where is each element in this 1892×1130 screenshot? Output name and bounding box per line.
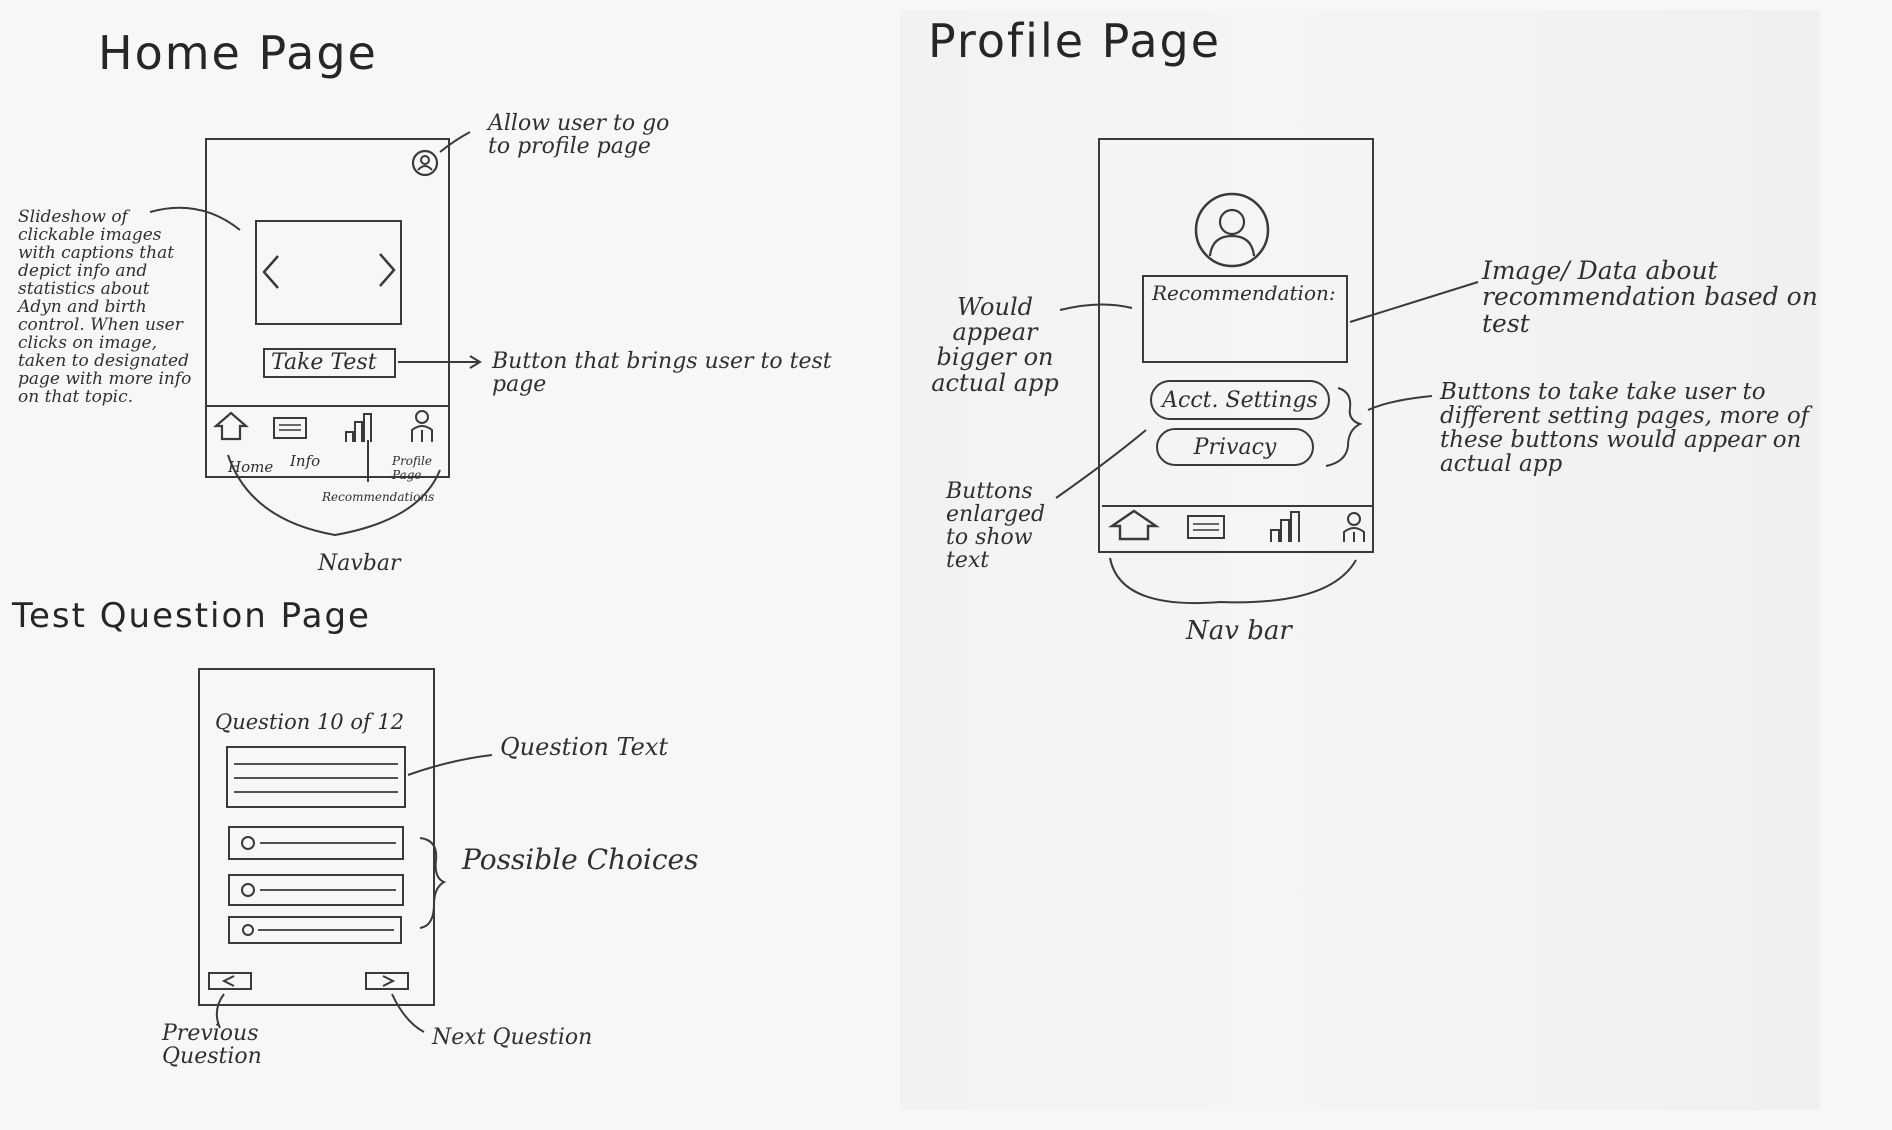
home-phone-frame	[205, 138, 450, 478]
sketch-paper-right	[900, 10, 1820, 1110]
choice-option-3[interactable]	[228, 916, 402, 944]
acct-settings-label: Acct. Settings	[1162, 387, 1318, 413]
radio-icon	[241, 883, 396, 897]
note-profile-icon: Allow user to go to profile page	[488, 111, 670, 160]
choice-option-1[interactable]	[228, 826, 404, 860]
profile-page-title: Profile Page	[928, 14, 1222, 68]
profile-navbar	[1102, 505, 1372, 553]
note-previous-question: Previous Question	[162, 1021, 262, 1070]
next-question-button[interactable]	[365, 972, 409, 990]
right-chevron-icon[interactable]	[374, 250, 400, 290]
question-counter: Question 10 of 12	[215, 710, 405, 734]
nav-label-info: Info	[290, 452, 321, 470]
info-icon[interactable]	[1186, 514, 1226, 544]
take-test-button[interactable]: Take Test	[263, 348, 396, 378]
info-icon[interactable]	[272, 416, 308, 444]
choice-option-2[interactable]	[228, 874, 404, 906]
note-image-data: Image/ Data about recommendation based o…	[1482, 256, 1818, 338]
radio-icon	[241, 836, 396, 850]
next-arrow-icon	[382, 975, 396, 987]
profile-phone-frame	[1098, 138, 1374, 553]
test-phone-frame	[198, 668, 435, 1006]
avatar-icon	[1192, 190, 1272, 270]
privacy-button[interactable]: Privacy	[1156, 428, 1314, 466]
profile-icon[interactable]	[410, 148, 440, 178]
bar-chart-icon[interactable]	[343, 410, 381, 448]
acct-settings-button[interactable]: Acct. Settings	[1150, 380, 1330, 420]
note-buttons-settings: Buttons to take take user to different s…	[1440, 379, 1810, 478]
previous-question-button[interactable]	[208, 972, 252, 990]
person-icon[interactable]	[408, 408, 436, 450]
note-possible-choices: Possible Choices	[462, 843, 699, 876]
note-slideshow: Slideshow of clickable images with capti…	[18, 207, 192, 408]
test-page-title: Test Question Page	[12, 596, 371, 636]
nav-label-profile: Profile Page	[392, 454, 432, 482]
note-next-question: Next Question	[432, 1025, 593, 1050]
bar-chart-icon[interactable]	[1268, 508, 1310, 548]
note-question-text: Question Text	[500, 733, 669, 761]
left-chevron-icon[interactable]	[258, 252, 284, 292]
privacy-label: Privacy	[1193, 434, 1277, 460]
note-home-navbar: Navbar	[318, 551, 401, 576]
home-page-title: Home Page	[98, 26, 378, 80]
nav-label-recommendations: Recommendations	[322, 490, 435, 504]
note-profile-navbar: Nav bar	[1186, 616, 1292, 646]
home-navbar	[205, 405, 450, 451]
question-text-box	[226, 746, 406, 808]
recommendation-box[interactable]: Recommendation:	[1142, 275, 1348, 363]
home-icon[interactable]	[1108, 508, 1160, 546]
take-test-label: Take Test	[271, 350, 377, 375]
recommendation-label: Recommendation:	[1152, 281, 1336, 305]
note-buttons-enlarged: Buttons enlarged to show text	[946, 479, 1046, 574]
note-bigger: Would appear bigger on actual app	[931, 293, 1059, 397]
person-icon[interactable]	[1340, 510, 1368, 548]
prev-arrow-icon	[221, 975, 235, 987]
slideshow[interactable]	[255, 220, 402, 325]
home-icon[interactable]	[212, 410, 250, 446]
note-take-test: Button that brings user to test page	[492, 349, 832, 398]
radio-icon	[242, 924, 394, 936]
nav-label-home: Home	[228, 458, 274, 476]
